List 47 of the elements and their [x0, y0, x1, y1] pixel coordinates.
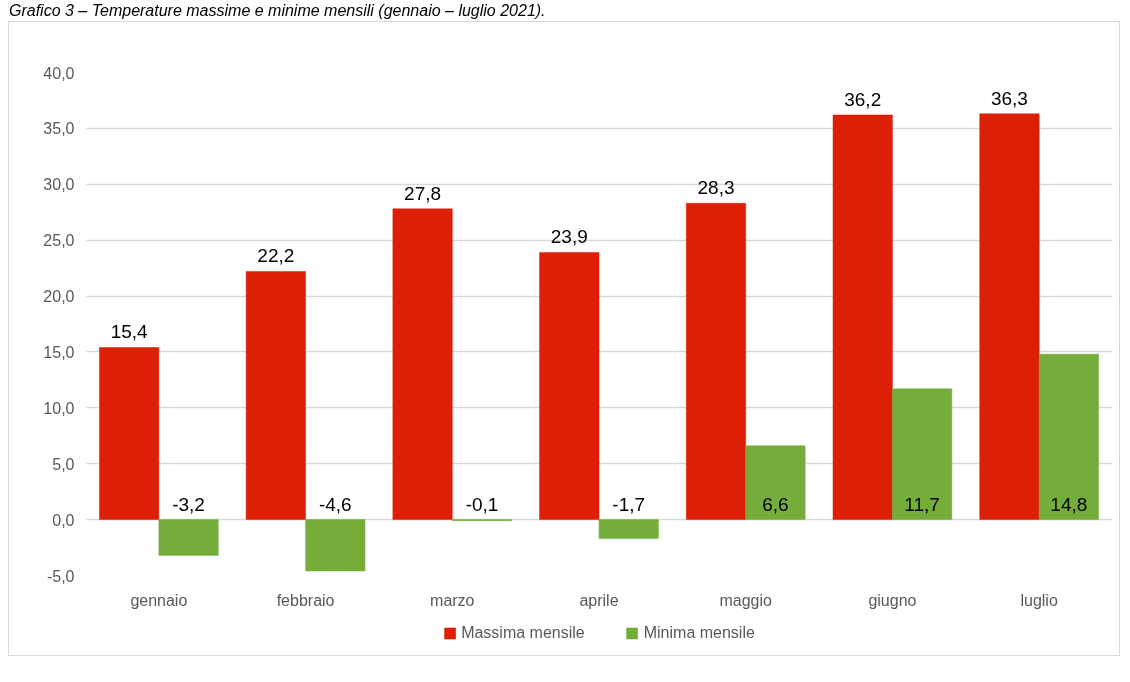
x-tick-label: gennaio: [130, 591, 188, 609]
x-tick-label: aprile: [579, 591, 619, 609]
y-tick-label: 15,0: [43, 343, 75, 361]
data-label: 14,8: [1050, 493, 1088, 515]
data-label: 23,9: [550, 226, 588, 248]
bar: [99, 347, 160, 520]
bar: [392, 208, 453, 520]
y-tick-label: -5,0: [46, 567, 75, 585]
y-tick-label: 20,0: [43, 288, 75, 306]
y-tick-label: 40,0: [43, 64, 75, 82]
legend-label: Massima mensile: [461, 624, 585, 642]
data-label: -1,7: [612, 493, 646, 515]
data-label: 15,4: [110, 321, 149, 343]
data-label: 22,2: [257, 245, 295, 267]
bar: [245, 271, 306, 520]
y-tick-label: 10,0: [43, 399, 75, 417]
bar: [832, 114, 893, 520]
data-label: 36,3: [990, 87, 1028, 109]
y-tick-label: 5,0: [52, 455, 75, 473]
y-tick-label: 25,0: [43, 232, 75, 250]
data-label: 28,3: [697, 177, 735, 199]
x-tick-label: giugno: [868, 591, 917, 609]
x-tick-label: maggio: [719, 591, 773, 609]
bar: [686, 203, 746, 520]
y-tick-label: 30,0: [43, 176, 75, 194]
data-label: 6,6: [762, 493, 789, 515]
y-tick-label: 0,0: [52, 511, 75, 529]
data-label: -4,6: [318, 493, 352, 515]
bar: [979, 113, 1040, 520]
data-label: -3,2: [172, 493, 205, 515]
bar: [598, 519, 659, 539]
bar: [305, 519, 366, 572]
bar: [745, 445, 806, 520]
x-tick-label: febbraio: [276, 591, 335, 609]
data-label: 36,2: [844, 88, 882, 110]
data-label: 11,7: [904, 493, 940, 515]
data-label: 27,8: [404, 182, 442, 204]
legend-label: Minima mensile: [643, 624, 755, 642]
chart-title: Grafico 3 – Temperature massime e minime mensili (gennaio – luglio 2021).: [9, 1, 546, 21]
y-tick-label: 35,0: [43, 120, 75, 138]
bar: [892, 388, 953, 520]
bar: [539, 252, 600, 520]
data-label: -0,1: [465, 493, 499, 515]
x-tick-label: marzo: [430, 591, 475, 609]
bar: [1038, 353, 1099, 520]
bar: [158, 519, 219, 556]
x-tick-label: luglio: [1020, 591, 1058, 609]
